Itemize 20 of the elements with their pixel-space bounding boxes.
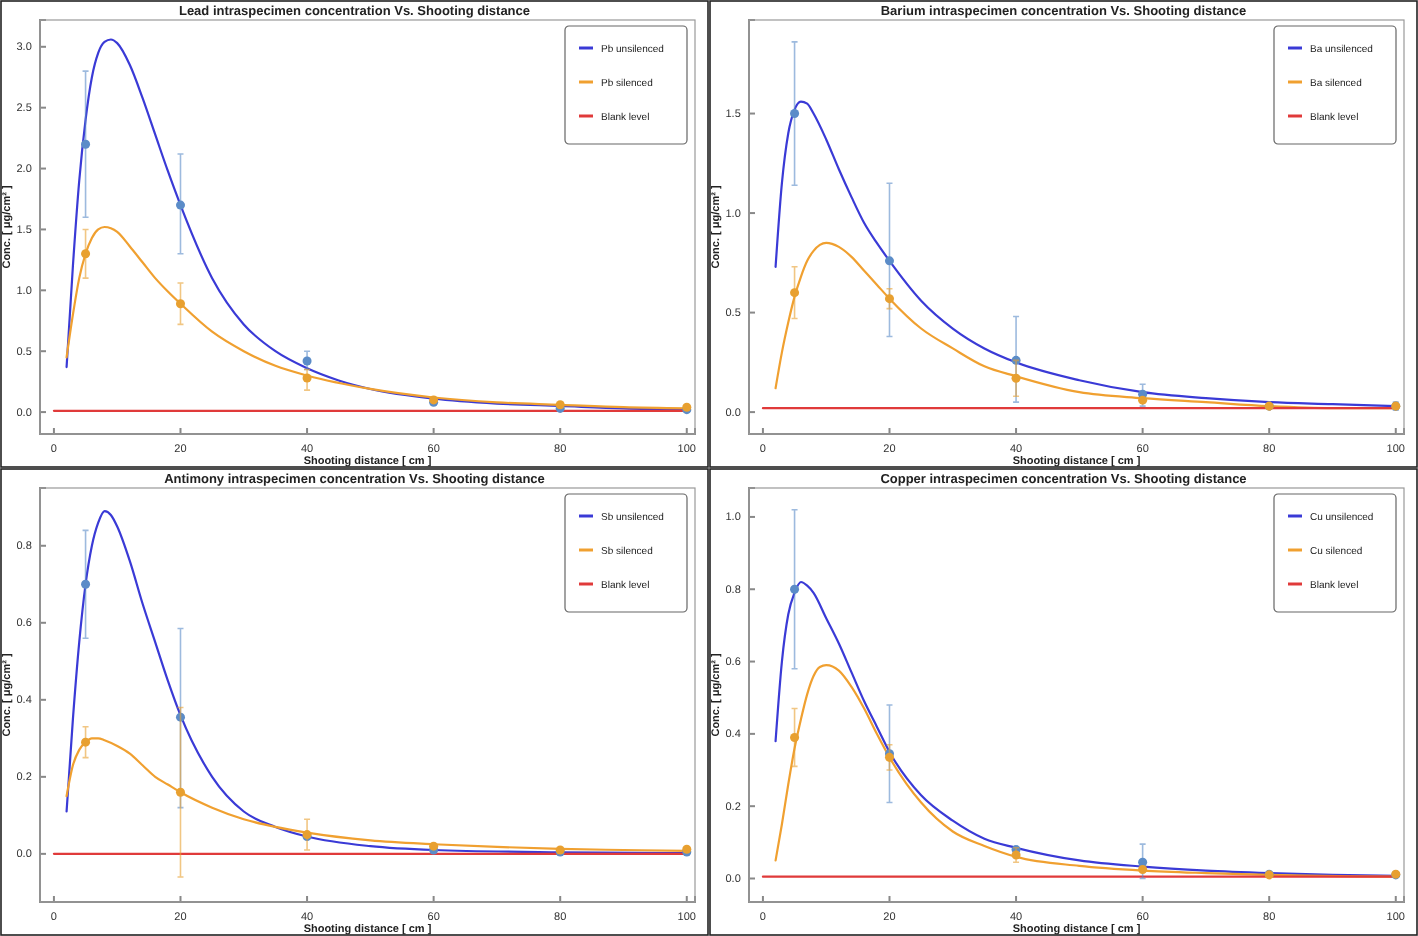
point xyxy=(1011,355,1021,365)
point xyxy=(302,373,312,383)
point xyxy=(81,579,91,589)
point xyxy=(175,787,186,797)
point xyxy=(1138,395,1148,405)
point xyxy=(175,299,186,309)
point xyxy=(81,737,91,747)
point xyxy=(81,249,91,259)
point xyxy=(790,109,800,119)
point xyxy=(790,732,800,742)
point xyxy=(884,256,895,266)
point xyxy=(790,584,800,594)
point xyxy=(175,200,186,210)
point xyxy=(302,356,312,366)
point xyxy=(81,139,91,149)
point xyxy=(884,294,895,304)
point xyxy=(175,712,186,722)
point xyxy=(1138,864,1148,874)
point xyxy=(790,288,800,298)
point xyxy=(1011,373,1021,383)
